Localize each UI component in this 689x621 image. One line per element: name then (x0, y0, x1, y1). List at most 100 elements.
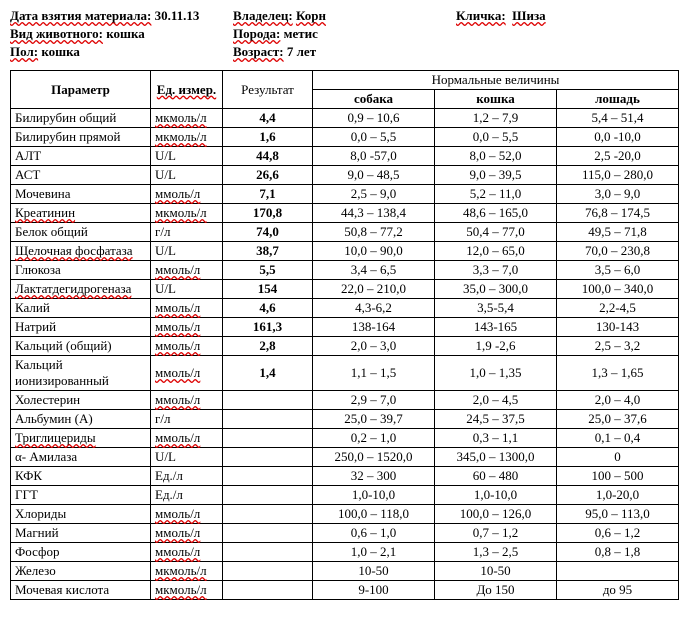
cell-parameter: Кальций (общий) (11, 337, 151, 356)
cell-parameter: Щелочная фосфатаза (11, 242, 151, 261)
cell-unit: мкмоль/л (151, 109, 223, 128)
header-value: метис (284, 26, 318, 41)
cell-parameter: Фосфор (11, 543, 151, 562)
header-label: Владелец: (233, 8, 293, 23)
cell-result (223, 486, 313, 505)
cell-unit: Ед./л (151, 486, 223, 505)
cell-result: 44,8 (223, 147, 313, 166)
cell-unit: мкмоль/л (151, 204, 223, 223)
report-header: Дата взятия материала: 30.11.13 Вид живо… (10, 8, 679, 62)
header-label: Пол: (10, 44, 38, 59)
cell-norm-cat: 12,0 – 65,0 (435, 242, 557, 261)
table-row: α- АмилазаU/L250,0 – 1520,0345,0 – 1300,… (11, 448, 679, 467)
cell-norm-horse: 49,5 – 71,8 (557, 223, 679, 242)
cell-unit: г/л (151, 223, 223, 242)
table-row: Калийммоль/л4,64,3-6,23,5-5,42,2-4,5 (11, 299, 679, 318)
cell-result: 5,5 (223, 261, 313, 280)
cell-norm-cat: 1,2 – 7,9 (435, 109, 557, 128)
cell-result: 161,3 (223, 318, 313, 337)
cell-parameter: Триглицериды (11, 429, 151, 448)
cell-norm-horse: 0,8 – 1,8 (557, 543, 679, 562)
cell-norm-dog: 2,5 – 9,0 (313, 185, 435, 204)
cell-unit: U/L (151, 280, 223, 299)
cell-parameter: Натрий (11, 318, 151, 337)
cell-result (223, 429, 313, 448)
cell-unit: ммоль/л (151, 261, 223, 280)
cell-norm-horse: 130-143 (557, 318, 679, 337)
bloodwork-table: Параметр Ед. измер. Результат Нормальные… (10, 70, 679, 600)
cell-norm-cat: 345,0 – 1300,0 (435, 448, 557, 467)
hrow: Вид животного: кошка (10, 26, 233, 42)
cell-unit: ммоль/л (151, 318, 223, 337)
header-col-3: Кличка: Шиза (456, 8, 679, 62)
th-unit: Ед. измер. (151, 71, 223, 109)
cell-result: 170,8 (223, 204, 313, 223)
cell-parameter: Магний (11, 524, 151, 543)
header-label: Кличка: (456, 8, 506, 23)
cell-unit: ммоль/л (151, 391, 223, 410)
cell-parameter: Хлориды (11, 505, 151, 524)
cell-parameter: КФК (11, 467, 151, 486)
header-label: Порода: (233, 26, 280, 41)
header-value: кошка (41, 44, 80, 59)
th-dog: собака (313, 90, 435, 109)
cell-unit: ммоль/л (151, 337, 223, 356)
cell-norm-horse: 3,5 – 6,0 (557, 261, 679, 280)
cell-unit: мкмоль/л (151, 581, 223, 600)
cell-unit: ммоль/л (151, 299, 223, 318)
cell-norm-dog: 1,0 – 2,1 (313, 543, 435, 562)
table-row: КФКЕд./л32 – 30060 – 480100 – 500 (11, 467, 679, 486)
hrow: Кличка: Шиза (456, 8, 679, 24)
cell-result (223, 581, 313, 600)
cell-result (223, 391, 313, 410)
cell-result: 7,1 (223, 185, 313, 204)
table-row: Натрийммоль/л161,3138-164143-165130-143 (11, 318, 679, 337)
header-value: Корн (296, 8, 326, 23)
cell-norm-dog: 2,0 – 3,0 (313, 337, 435, 356)
cell-norm-cat: 2,0 – 4,5 (435, 391, 557, 410)
cell-norm-horse: 0,0 -10,0 (557, 128, 679, 147)
cell-unit: U/L (151, 242, 223, 261)
cell-parameter: Билирубин общий (11, 109, 151, 128)
table-row: Хлоридыммоль/л100,0 – 118,0100,0 – 126,0… (11, 505, 679, 524)
cell-norm-horse: 2,5 – 3,2 (557, 337, 679, 356)
cell-unit: Ед./л (151, 467, 223, 486)
table-row: Магнийммоль/л0,6 – 1,00,7 – 1,20,6 – 1,2 (11, 524, 679, 543)
cell-norm-cat: 24,5 – 37,5 (435, 410, 557, 429)
th-cat: кошка (435, 90, 557, 109)
cell-parameter: Железо (11, 562, 151, 581)
cell-parameter: Калий (11, 299, 151, 318)
cell-norm-dog: 10-50 (313, 562, 435, 581)
cell-norm-horse: 2,2-4,5 (557, 299, 679, 318)
cell-norm-cat: 1,3 – 2,5 (435, 543, 557, 562)
cell-result: 1,4 (223, 356, 313, 391)
hrow: Пол: кошка (10, 44, 233, 60)
cell-result (223, 543, 313, 562)
cell-norm-cat: 5,2 – 11,0 (435, 185, 557, 204)
cell-norm-horse: 0,1 – 0,4 (557, 429, 679, 448)
table-row: Кальций ионизированныйммоль/л1,41,1 – 1,… (11, 356, 679, 391)
cell-norm-horse: 3,0 – 9,0 (557, 185, 679, 204)
th-parameter: Параметр (11, 71, 151, 109)
table-row: АСТU/L26,69,0 – 48,59,0 – 39,5115,0 – 28… (11, 166, 679, 185)
th-horse: лошадь (557, 90, 679, 109)
header-label: Дата взятия материала: (10, 8, 151, 23)
cell-unit: ммоль/л (151, 356, 223, 391)
header-col-1: Дата взятия материала: 30.11.13 Вид живо… (10, 8, 233, 62)
cell-norm-cat: 60 – 480 (435, 467, 557, 486)
header-col-2: Владелец: Корн Порода: метис Возраст: 7 … (233, 8, 456, 62)
cell-norm-dog: 25,0 – 39,7 (313, 410, 435, 429)
table-row: Холестеринммоль/л2,9 – 7,02,0 – 4,52,0 –… (11, 391, 679, 410)
cell-parameter: Кальций ионизированный (11, 356, 151, 391)
cell-result (223, 448, 313, 467)
cell-norm-dog: 10,0 – 90,0 (313, 242, 435, 261)
cell-norm-dog: 9-100 (313, 581, 435, 600)
cell-norm-cat: 3,3 – 7,0 (435, 261, 557, 280)
header-value: 7 лет (287, 44, 316, 59)
cell-unit: мкмоль/л (151, 128, 223, 147)
cell-norm-horse (557, 562, 679, 581)
cell-norm-cat: 100,0 – 126,0 (435, 505, 557, 524)
table-row: Мочевинаммоль/л7,12,5 – 9,05,2 – 11,03,0… (11, 185, 679, 204)
cell-norm-dog: 0,0 – 5,5 (313, 128, 435, 147)
table-row: Глюкозаммоль/л5,53,4 – 6,53,3 – 7,03,5 –… (11, 261, 679, 280)
